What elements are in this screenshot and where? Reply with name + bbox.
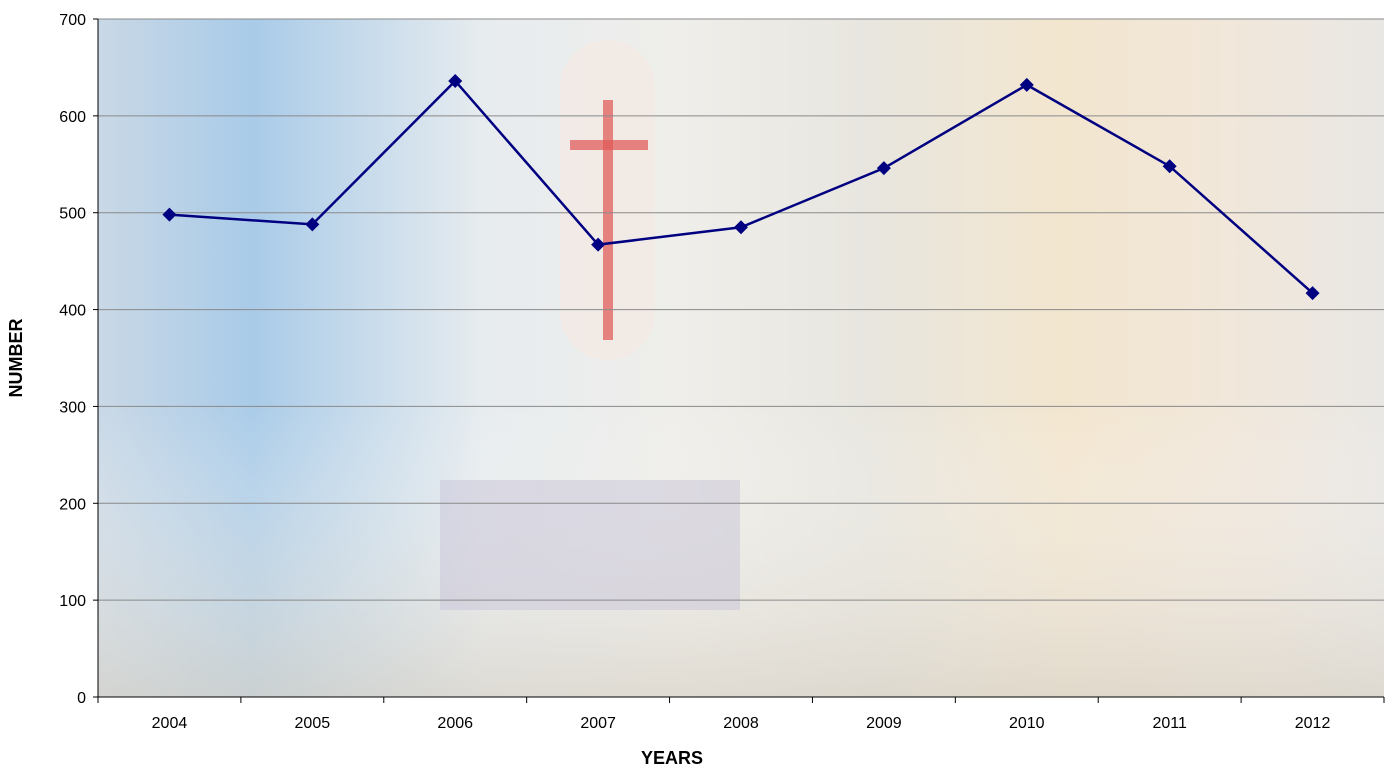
data-point [734,220,748,235]
x-tick-label: 2005 [295,715,331,732]
data-point [162,207,177,222]
x-tick-label: 2004 [152,715,188,732]
steps-decoration [440,480,740,610]
data-point [448,73,463,88]
x-tick-label: 2006 [437,715,473,732]
x-tick-label: 2007 [580,715,616,732]
x-tick-label: 2010 [1009,715,1045,732]
x-tick-label: 2009 [866,715,902,732]
data-point [591,237,606,252]
x-tick-label: 2012 [1295,715,1331,732]
y-tick-label: 100 [59,593,86,610]
y-tick-label: 300 [59,399,86,416]
data-point [1305,286,1320,301]
y-tick-label: 0 [77,690,86,707]
plot-background-shade [98,400,1384,697]
y-tick-label: 400 [59,303,86,320]
x-tick-label: 2011 [1152,715,1187,732]
x-tick-label: 2008 [723,715,759,732]
data-point [305,217,320,232]
cross-decoration [570,140,648,150]
y-axis-title: NUMBER [6,319,26,398]
y-tick-label: 500 [59,206,86,223]
data-point [876,161,891,176]
x-axis-title: YEARS [641,748,703,768]
data-point [1019,77,1034,92]
y-tick-label: 700 [59,12,86,29]
y-tick-label: 200 [59,496,86,513]
y-tick-label: 600 [59,109,86,126]
data-point [1162,159,1177,174]
cross-decoration [603,100,613,340]
